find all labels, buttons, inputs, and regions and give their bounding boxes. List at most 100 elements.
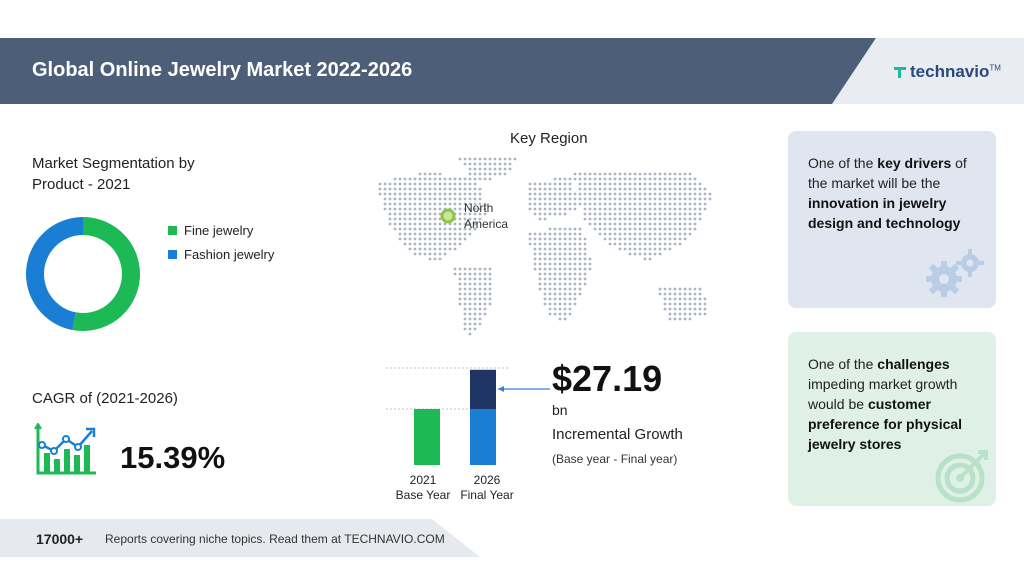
map-dot <box>433 252 437 256</box>
map-dot <box>658 232 662 236</box>
map-dot <box>588 257 592 261</box>
map-dot <box>573 247 577 251</box>
map-dot <box>673 287 677 291</box>
map-dot <box>628 247 632 251</box>
map-dot <box>413 212 417 216</box>
map-dot <box>463 177 467 181</box>
map-dot <box>548 287 552 291</box>
map-dot <box>413 237 417 241</box>
map-dot <box>543 232 547 236</box>
map-dot <box>483 202 487 206</box>
map-dot <box>483 172 487 176</box>
map-dot <box>538 207 542 211</box>
map-dot <box>533 247 537 251</box>
map-dot <box>623 187 627 191</box>
map-dot <box>573 262 577 266</box>
map-dot <box>698 182 702 186</box>
map-dot <box>603 217 607 221</box>
key-drivers-text: One of the key drivers of the market wil… <box>808 155 967 231</box>
map-dot <box>583 177 587 181</box>
map-dot <box>678 287 682 291</box>
map-dot <box>508 162 512 166</box>
map-dot <box>478 282 482 286</box>
map-dot <box>663 292 667 296</box>
map-dot <box>573 257 577 261</box>
map-dot <box>533 212 537 216</box>
map-dot <box>538 242 542 246</box>
map-dot <box>573 272 577 276</box>
map-dot <box>673 197 677 201</box>
map-dot <box>608 227 612 231</box>
map-dot <box>553 237 557 241</box>
map-dot <box>548 302 552 306</box>
map-dot <box>643 197 647 201</box>
map-dot <box>553 282 557 286</box>
map-dot <box>703 187 707 191</box>
map-dot <box>673 222 677 226</box>
map-dot <box>678 212 682 216</box>
map-dot <box>428 187 432 191</box>
map-dot <box>488 172 492 176</box>
map-dot <box>553 252 557 256</box>
map-dot <box>678 177 682 181</box>
map-dot <box>548 272 552 276</box>
map-dot <box>448 242 452 246</box>
map-dot <box>423 197 427 201</box>
map-dot <box>583 202 587 206</box>
map-dot <box>468 317 472 321</box>
map-dot <box>553 312 557 316</box>
map-dot <box>683 302 687 306</box>
map-dot <box>453 202 457 206</box>
map-dot <box>643 182 647 186</box>
map-dot <box>443 182 447 186</box>
map-dot <box>588 172 592 176</box>
map-dot <box>628 252 632 256</box>
map-dot <box>648 197 652 201</box>
map-dot <box>433 202 437 206</box>
map-dot <box>568 227 572 231</box>
map-dot <box>598 182 602 186</box>
map-dot <box>633 232 637 236</box>
map-dot <box>478 187 482 191</box>
map-dot <box>658 187 662 191</box>
map-dot <box>588 202 592 206</box>
map-dot <box>653 202 657 206</box>
map-dot <box>658 207 662 211</box>
map-dot <box>568 297 572 301</box>
map-dot <box>673 192 677 196</box>
map-dot <box>468 192 472 196</box>
map-dot <box>398 192 402 196</box>
map-dot <box>613 187 617 191</box>
map-dot <box>473 157 477 161</box>
map-dot <box>473 162 477 166</box>
map-dot <box>413 192 417 196</box>
map-dot <box>668 287 672 291</box>
bar-caption-base-year: Base Year <box>395 488 451 502</box>
map-dot <box>443 247 447 251</box>
map-dot <box>613 212 617 216</box>
map-dot <box>428 182 432 186</box>
map-dot <box>633 207 637 211</box>
map-dot <box>678 297 682 301</box>
map-dot <box>668 307 672 311</box>
map-dot <box>468 267 472 271</box>
map-dot <box>668 292 672 296</box>
map-dot <box>588 207 592 211</box>
map-dot <box>673 292 677 296</box>
map-dot <box>413 247 417 251</box>
map-dot <box>423 177 427 181</box>
map-dot <box>583 237 587 241</box>
map-dot <box>478 202 482 206</box>
map-dot <box>683 187 687 191</box>
map-dot <box>588 197 592 201</box>
map-dot <box>388 222 392 226</box>
map-dot <box>613 237 617 241</box>
map-dot <box>683 237 687 241</box>
segmentation-title: Market Segmentation by Product - 2021 <box>32 153 232 195</box>
map-dot <box>563 242 567 246</box>
map-dot <box>428 237 432 241</box>
map-dot <box>648 247 652 251</box>
map-dot <box>428 177 432 181</box>
map-dot <box>708 197 712 201</box>
map-dot <box>388 197 392 201</box>
